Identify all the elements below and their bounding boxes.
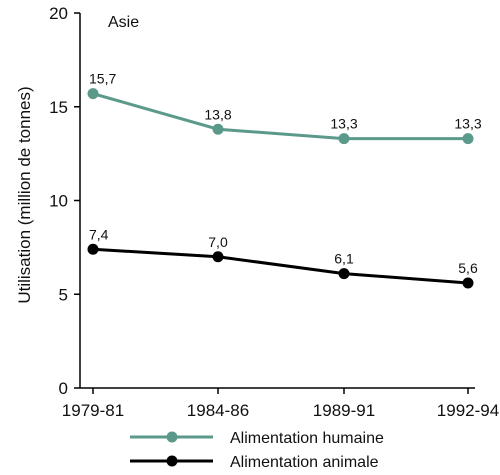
- data-label: 13,8: [204, 106, 231, 122]
- series-line-0: [92, 92, 468, 141]
- y-tick-label: 0: [59, 379, 68, 398]
- data-point: [462, 277, 474, 289]
- data-point: [212, 123, 224, 135]
- data-label: 13,3: [454, 116, 481, 132]
- data-point: [87, 88, 99, 100]
- data-label: 15,7: [89, 71, 116, 87]
- data-label: 6,1: [334, 251, 354, 267]
- data-point: [462, 133, 474, 145]
- tick-labels: 0 5 10 15 20 1979-81 1984-86 1989-91 1992-94: [49, 4, 499, 420]
- data-point: [212, 251, 224, 263]
- legend-marker-0: [166, 431, 178, 443]
- data-point: [338, 268, 350, 280]
- legend-label-0: Alimentation humaine: [230, 430, 384, 447]
- y-tick-label: 10: [49, 192, 68, 211]
- legend-label-1: Alimentation animale: [230, 454, 379, 471]
- x-tick-label: 1979-81: [62, 401, 124, 420]
- data-label: 7,0: [208, 234, 228, 250]
- axes: [74, 12, 475, 394]
- y-tick-label: 15: [49, 98, 68, 117]
- data-point: [87, 243, 99, 255]
- data-label: 7,4: [89, 226, 109, 242]
- y-tick-label: 20: [49, 4, 68, 23]
- panel-label: Asie: [108, 14, 139, 31]
- y-tick-label: 5: [59, 285, 68, 304]
- x-tick-label: 1989-91: [313, 401, 375, 420]
- legend-marker-1: [166, 455, 178, 467]
- data-label: 5,6: [458, 260, 478, 276]
- data-point: [338, 133, 350, 145]
- x-tick-label: 1992-94: [437, 401, 499, 420]
- y-axis-title: Utilisation (million de tonnes): [15, 86, 34, 303]
- series-line-1: [92, 247, 469, 285]
- legend: Alimentation humaine Alimentation animale: [130, 430, 384, 471]
- series-group: 15,7 13,8 13,3 13,3 7,4 7,0 6,1 5,6: [87, 71, 482, 289]
- x-tick-label: 1984-86: [187, 401, 249, 420]
- data-label: 13,3: [330, 116, 357, 132]
